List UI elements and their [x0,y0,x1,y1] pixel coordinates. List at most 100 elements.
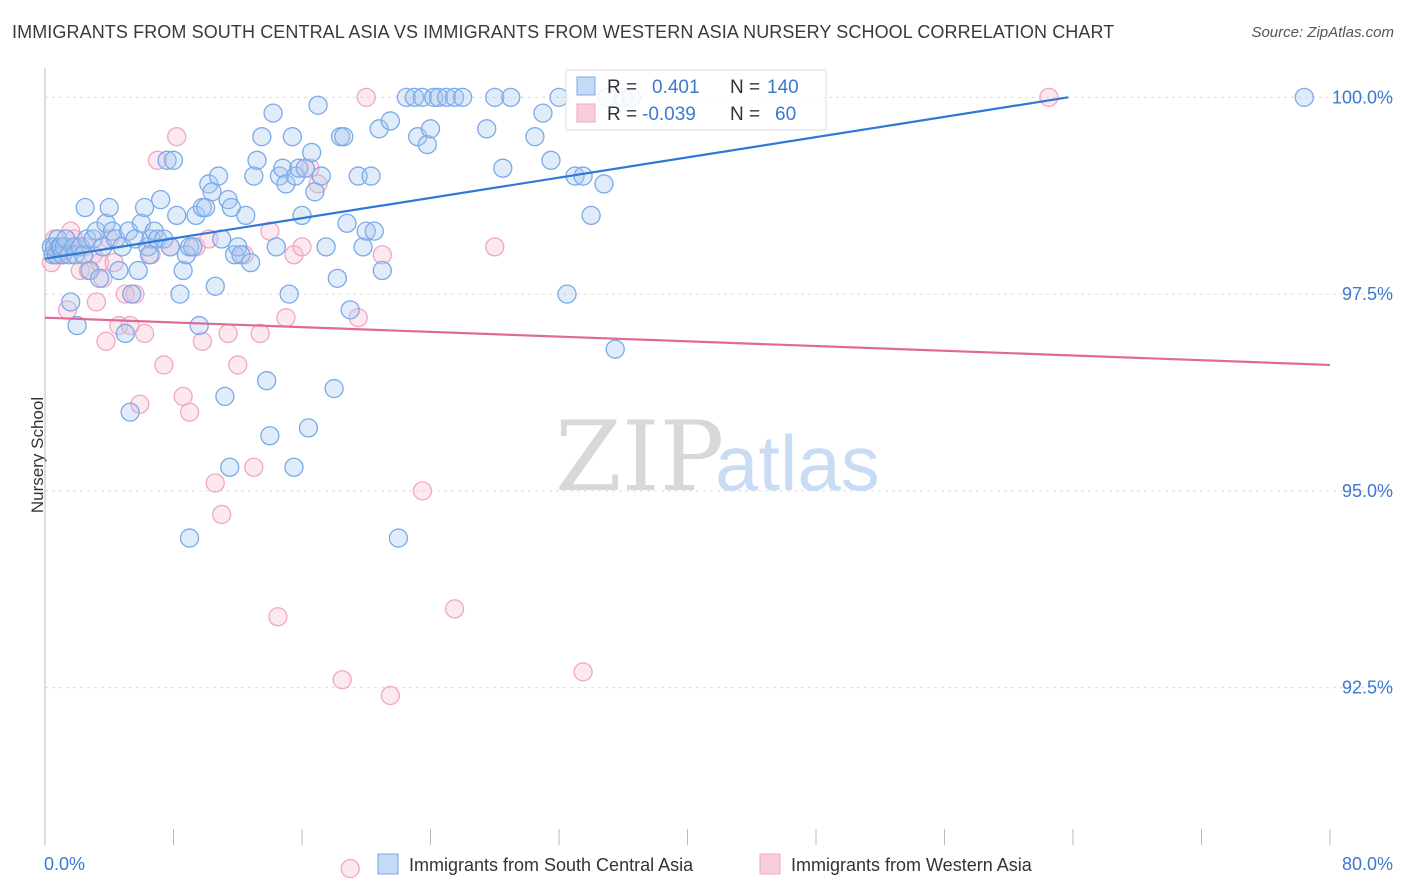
blue-point-69 [244,166,264,186]
pink-point-29 [167,127,187,147]
blue-point-18 [77,229,97,249]
blue-point-104 [380,111,400,131]
bottom-legend-label-1: Immigrants from South Central Asia [409,855,694,875]
pink-point-54 [380,685,400,706]
blue-point-113 [428,87,449,107]
blue-point-91 [324,378,344,399]
blue-point-135 [284,457,304,477]
legend-swatch-pink [576,103,596,123]
blue-point-96 [340,300,360,320]
blue-point-131 [605,339,625,359]
blue-point-53 [189,315,209,336]
blue-point-110 [417,134,437,155]
legend-n-value-2: 60 [775,104,796,125]
blue-point-129 [594,174,614,194]
blue-point-107 [404,87,425,107]
legend-r-value-2: -0.039 [642,104,696,125]
blue-point-80 [282,127,303,147]
bottom-legend-swatch-pink [759,853,781,875]
pink-point-37 [218,323,238,344]
blue-point-109 [412,87,433,107]
blue-point-61 [215,386,235,407]
pink-point-35 [205,473,225,493]
blue-point-52 [186,205,206,226]
blue-point-128 [581,205,601,226]
pink-point-46 [292,237,312,257]
legend-r-label-1: R = [607,77,637,98]
blue-point-83 [292,205,312,226]
pink-point-58 [573,662,593,682]
pink-point-31 [179,402,200,422]
watermark: ZIP atlas [555,401,880,513]
blue-point-136 [220,457,240,477]
trend-lines [44,96,1331,367]
blue-point-123 [541,150,561,170]
y-tick-label-3: 100.0% [1332,87,1393,107]
blue-point-74 [263,103,283,123]
blue-point-73 [260,426,280,446]
pink-point-14 [89,252,110,273]
x-tick-label-1: 80.0% [1342,854,1393,874]
blue-point-32 [122,284,142,304]
legend-n-label-1: N = [730,77,760,98]
blue-point-86 [301,142,322,163]
blue-point-134 [120,402,140,422]
legend-n-label-2: N = [730,104,760,125]
blue-point-124 [549,87,569,107]
blue-point-118 [485,87,505,107]
blue-point-127 [573,166,593,186]
blue-point-98 [353,237,373,257]
pink-point-53 [372,245,392,265]
pink-point-59 [1039,87,1059,107]
bottom-legend-label-2: Immigrants from Western Asia [791,855,1033,875]
blue-point-75 [266,237,286,257]
blue-point-68 [240,252,261,273]
blue-point-92 [327,268,347,289]
blue-point-72 [257,371,277,391]
blue-point-120 [501,87,521,107]
blue-point-94 [334,127,354,147]
blue-point-48 [173,260,193,281]
pink-point-56 [444,599,465,619]
blue-point-51 [183,237,203,257]
blue-point-111 [420,119,441,139]
blue-point-71 [252,127,272,147]
blue-point-58 [205,276,225,296]
axes [44,68,1331,845]
blue-point-66 [231,245,251,265]
legend-box-frame [565,69,827,131]
pink-point-38 [228,355,248,375]
blue-point-17 [75,197,95,218]
blue-point-101 [364,221,384,241]
y-tick-labels: 92.5% 95.0% 97.5% 100.0% [1332,87,1393,697]
pink-point-45 [284,245,304,265]
y-tick-label-2: 97.5% [1342,284,1393,304]
blue-point-67 [236,205,256,226]
blue-point-116 [452,87,473,107]
blue-point-89 [311,166,331,186]
pink-point-36 [212,504,232,525]
legend-box: R = 0.401 N = 140 R = -0.039 N = 60 [565,69,827,131]
blue-point-99 [356,221,376,241]
legend-swatch-blue [576,76,596,96]
pink-point-13 [86,292,107,312]
blue-point-25 [99,197,119,218]
chart-title: IMMIGRANTS FROM SOUTH CENTRAL ASIA VS IM… [12,22,1115,42]
blue-point-106 [396,87,417,107]
blue-point-122 [533,103,553,123]
blue-point-85 [298,418,319,438]
source-label: Source: ZipAtlas.com [1251,24,1394,41]
blue-point-24 [96,213,116,233]
pink-point-23 [130,394,150,414]
x-tick-label-0: 0.0% [44,854,85,874]
pink-trend-line [44,316,1331,367]
legend-r-label-2: R = [607,104,637,125]
blue-point-82 [289,158,309,178]
bottom-legend-swatch-blue [377,853,399,875]
pink-point-49 [332,670,352,690]
blue-point-14 [67,315,87,336]
y-tick-label-0: 92.5% [1342,678,1393,698]
blue-point-100 [361,166,381,186]
blue-point-59 [208,166,229,186]
blue-point-79 [279,284,299,304]
